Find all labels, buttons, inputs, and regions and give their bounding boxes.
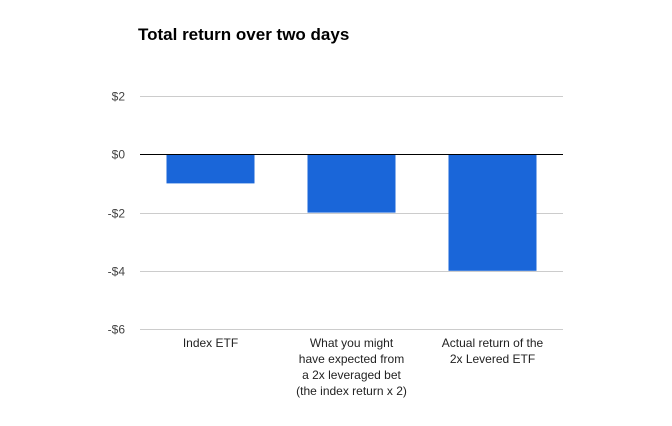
y-tick-label: -$2: [108, 207, 126, 221]
bar: [307, 154, 396, 213]
x-category-label: Actual return of the 2x Levered ETF: [442, 336, 544, 366]
y-axis-tick-labels: $2 $0 -$2 -$4 -$6: [108, 90, 126, 337]
bar: [448, 154, 537, 271]
y-tick-label: $0: [112, 148, 126, 162]
bar: [166, 154, 255, 184]
y-tick-label: -$4: [108, 265, 126, 279]
chart-title: Total return over two days: [138, 25, 350, 44]
bars: [166, 154, 537, 271]
x-category-label: What you might have expected from a 2x lev…: [296, 336, 407, 398]
y-tick-label: -$6: [108, 323, 126, 337]
x-axis-category-labels: Index ETF What you might have expected fro…: [183, 336, 544, 398]
y-tick-label: $2: [112, 90, 126, 104]
x-category-label: Index ETF: [183, 336, 238, 350]
gridlines: [140, 96, 563, 330]
